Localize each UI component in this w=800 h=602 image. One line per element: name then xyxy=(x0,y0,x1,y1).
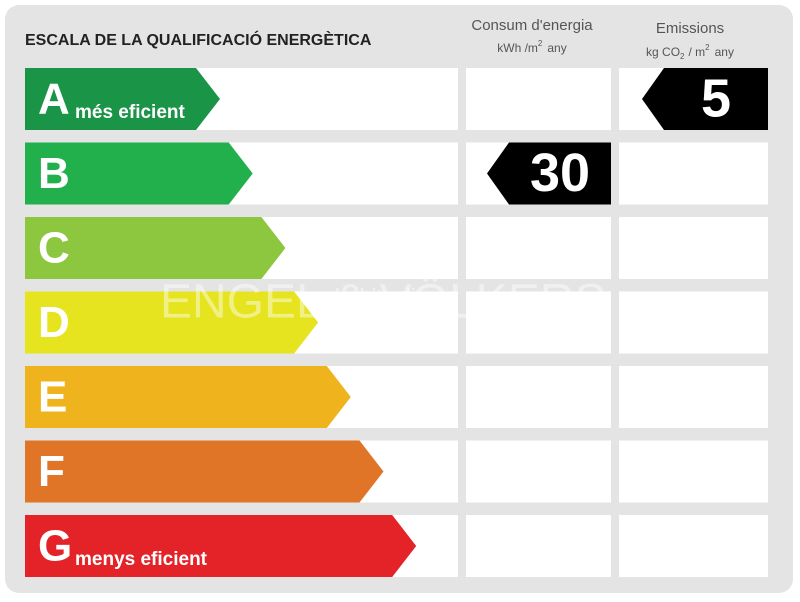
consum-unit: kWh /m2 any xyxy=(497,39,566,55)
rating-label: més eficient xyxy=(75,102,185,123)
consum-cell xyxy=(466,366,611,428)
indicator-value: 5 xyxy=(701,68,731,128)
emissions-cell xyxy=(619,366,768,428)
emissions-title: Emissions xyxy=(656,20,724,37)
rating-arrow xyxy=(25,515,417,577)
rating-arrow xyxy=(25,291,319,354)
emissions-cell xyxy=(619,217,768,279)
consum-cell xyxy=(466,515,611,577)
emissions-unit: kg CO2/ m2 any xyxy=(646,43,734,61)
consum-cell xyxy=(466,440,611,503)
rating-letter: E xyxy=(38,373,67,422)
rating-letter: D xyxy=(38,298,70,347)
emissions-cell xyxy=(619,142,768,205)
consum-cell xyxy=(466,291,611,354)
rating-letter: F xyxy=(38,447,65,496)
rating-arrow xyxy=(25,68,220,130)
title: ESCALA DE LA QUALIFICACIÓ ENERGÈTICA xyxy=(25,30,372,49)
rating-label: menys eficient xyxy=(75,549,208,570)
rating-letter: A xyxy=(38,75,70,124)
indicator xyxy=(487,142,611,205)
consum-title: Consum d'energia xyxy=(471,17,593,34)
rating-letter: G xyxy=(38,522,72,571)
rating-arrow xyxy=(25,142,253,205)
rating-arrow xyxy=(25,440,384,503)
watermark: habitaclia xyxy=(335,284,429,309)
consum-cell xyxy=(466,217,611,279)
rating-letter: C xyxy=(38,224,70,273)
rating-arrow xyxy=(25,217,286,279)
emissions-cell xyxy=(619,440,768,503)
indicator xyxy=(642,68,768,130)
rating-letter: B xyxy=(38,149,70,198)
emissions-cell xyxy=(619,515,768,577)
watermark: ENGEL & VÖLKERS xyxy=(160,276,606,329)
emissions-cell xyxy=(619,291,768,354)
rating-arrow xyxy=(25,366,351,428)
indicator-value: 30 xyxy=(530,143,590,203)
consum-cell xyxy=(466,68,611,130)
